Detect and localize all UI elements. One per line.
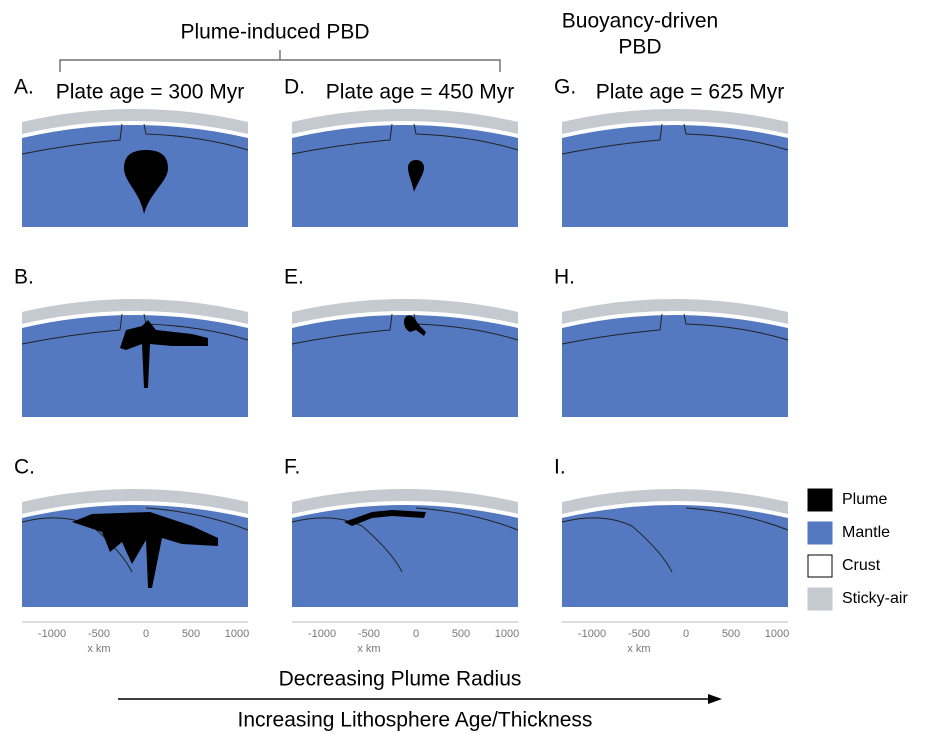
legend-label: Mantle — [842, 524, 890, 541]
panel — [561, 489, 789, 607]
panel-label: H. — [554, 266, 575, 289]
x-axis-label: x km — [87, 643, 110, 655]
sticky-air — [22, 489, 248, 514]
arrow-head — [708, 694, 722, 704]
plate-age: Plate age = 300 Myr — [56, 81, 245, 104]
legend-label: Plume — [842, 491, 887, 508]
plate-age: Plate age = 625 Myr — [596, 81, 785, 104]
group-title: Plume-induced PBD — [180, 21, 369, 44]
mantle — [562, 125, 788, 227]
panel — [21, 299, 249, 417]
panel-label: A. — [14, 76, 34, 99]
sticky-air — [22, 109, 248, 134]
plume — [72, 512, 218, 588]
panel — [291, 299, 519, 417]
panel-label: F. — [284, 456, 300, 479]
x-tick-label: 1000 — [495, 628, 519, 640]
plume — [404, 315, 426, 336]
x-tick-label: -1000 — [578, 628, 606, 640]
x-tick-label: 1000 — [765, 628, 789, 640]
sticky-air — [562, 489, 788, 514]
group-title: Buoyancy-driven — [562, 10, 718, 33]
group-title: PBD — [618, 36, 661, 59]
panel — [21, 489, 249, 607]
x-tick-label: 1000 — [225, 628, 249, 640]
x-tick-label: -500 — [88, 628, 110, 640]
footer-text: Decreasing Plume Radius — [279, 668, 522, 691]
lithosphere-base — [291, 507, 519, 573]
legend-label: Crust — [842, 557, 881, 574]
x-axis-label: x km — [627, 643, 650, 655]
lithosphere-base — [561, 507, 789, 573]
panel — [291, 489, 519, 607]
sticky-air — [22, 299, 248, 324]
legend-swatch — [807, 488, 833, 512]
legend-label: Sticky-air — [842, 590, 908, 607]
sticky-air — [292, 299, 518, 324]
sticky-air — [292, 489, 518, 514]
panel-label: C. — [14, 456, 35, 479]
plate-age: Plate age = 450 Myr — [326, 81, 515, 104]
bracket — [59, 50, 501, 72]
plume — [120, 320, 208, 388]
x-tick-label: 0 — [143, 628, 149, 640]
legend-swatch — [807, 587, 833, 611]
panel-label: I. — [554, 456, 566, 479]
footer-text: Increasing Lithosphere Age/Thickness — [238, 709, 593, 732]
legend-swatch — [807, 554, 833, 578]
lithosphere-base — [291, 123, 519, 155]
panel-label: G. — [554, 76, 576, 99]
mantle — [292, 315, 518, 417]
panel-label: B. — [14, 266, 34, 289]
mantle — [292, 505, 518, 607]
legend-swatch — [807, 521, 833, 545]
plume — [344, 510, 426, 526]
x-tick-label: 500 — [182, 628, 200, 640]
x-tick-label: -500 — [358, 628, 380, 640]
mantle — [292, 125, 518, 227]
lithosphere-base — [291, 313, 519, 345]
plume — [124, 150, 168, 214]
x-tick-label: 0 — [683, 628, 689, 640]
lithosphere-base — [561, 123, 789, 155]
sticky-air — [562, 109, 788, 134]
panel-label: E. — [284, 266, 304, 289]
x-tick-label: -1000 — [308, 628, 336, 640]
sticky-air — [562, 299, 788, 324]
panel — [561, 299, 789, 417]
panel — [21, 109, 249, 227]
mantle — [562, 315, 788, 417]
x-tick-label: 500 — [722, 628, 740, 640]
x-axis-label: x km — [357, 643, 380, 655]
panel — [291, 109, 519, 227]
x-tick-label: -1000 — [38, 628, 66, 640]
panel — [561, 109, 789, 227]
plume — [408, 160, 424, 192]
x-tick-label: -500 — [628, 628, 650, 640]
mantle — [562, 505, 788, 607]
panel-label: D. — [284, 76, 305, 99]
x-tick-label: 0 — [413, 628, 419, 640]
x-tick-label: 500 — [452, 628, 470, 640]
lithosphere-base — [21, 123, 249, 155]
lithosphere-base — [561, 313, 789, 345]
sticky-air — [292, 109, 518, 134]
